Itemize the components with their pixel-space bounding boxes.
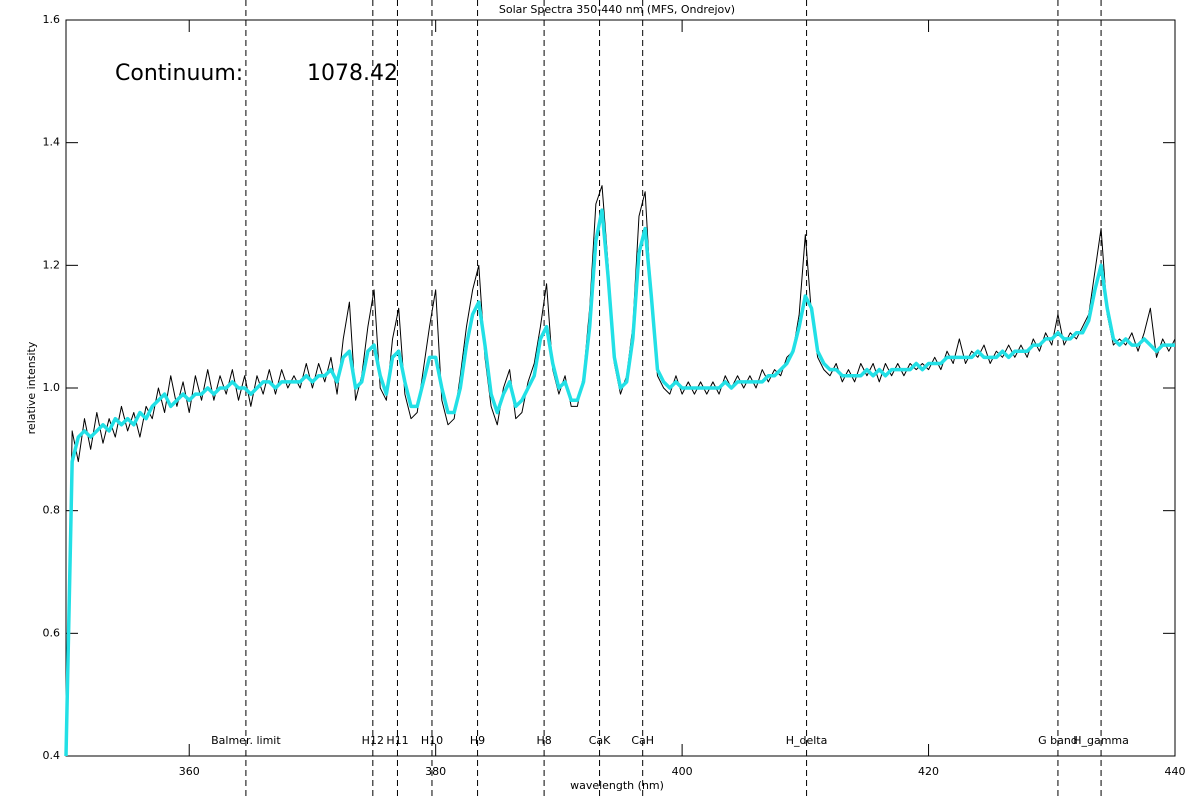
y-tick-label: 0.6 [43,626,61,639]
continuum-label: Continuum: [115,61,243,86]
x-tick-label: 400 [672,765,693,778]
continuum-value: 1078.42 [307,61,398,86]
spectral-line-label: H12 [362,734,384,747]
spectral-line-label: H8 [536,734,551,747]
y-tick-label: 0.4 [43,749,61,762]
y-tick-label: 0.8 [43,504,61,517]
spectral-line-label: Balmer. limit [211,734,281,747]
spectrum-line [65,185,1176,757]
y-axis-label: relative intensity [25,341,38,434]
x-tick-label: 440 [1165,765,1186,778]
spectral-line-label: CaH [631,734,654,747]
spectral-line-label: H_gamma [1073,734,1129,747]
spectral-line-label: H9 [470,734,485,747]
x-tick-label: 380 [425,765,446,778]
spectral-line-label: H_delta [786,734,828,747]
y-tick-label: 1.0 [43,381,61,394]
x-axis-label: wavelength (nm) [570,779,664,792]
spectral-line-label: H10 [421,734,443,747]
x-tick-label: 360 [179,765,200,778]
spectral-line-label: G band [1038,734,1078,747]
chart-title: Solar Spectra 350-440 nm (MFS, Ondrejov) [499,3,735,16]
spectrum-line [64,208,1175,757]
y-tick-label: 1.6 [43,13,61,26]
y-tick-label: 1.4 [43,136,61,149]
x-tick-label: 420 [918,765,939,778]
y-tick-label: 1.2 [43,258,61,271]
spectral-line-label: H11 [386,734,408,747]
spectral-line-label: CaK [589,734,611,747]
